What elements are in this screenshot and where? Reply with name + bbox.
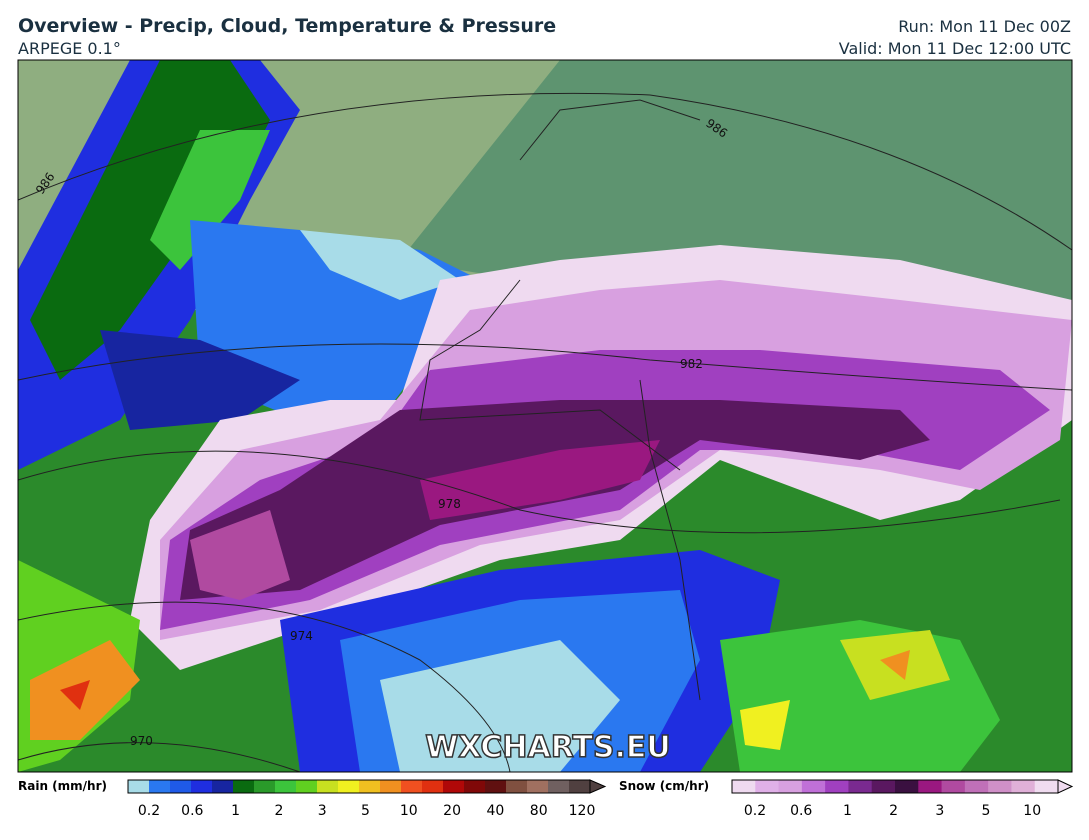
colorbar-segment	[380, 780, 402, 793]
colorbar-tick-label: 20	[443, 803, 461, 819]
colorbar-segment	[443, 780, 465, 793]
colorbar-segment	[485, 780, 507, 793]
colorbar-segment	[895, 780, 919, 793]
colorbar-segment	[296, 780, 318, 793]
colorbar-tick-label: 1	[843, 803, 852, 819]
colorbar-segment	[506, 780, 528, 793]
colorbar-segment	[464, 780, 486, 793]
colorbar-tick-label: 120	[569, 803, 596, 819]
map-frame	[17, 59, 1073, 773]
colorbar-segment	[871, 780, 896, 793]
colorbar-segment	[212, 780, 234, 793]
colorbar-segment	[401, 780, 423, 793]
colorbar-segment	[918, 780, 943, 793]
colorbar-tick-label: 3	[935, 803, 944, 819]
isobar-label: 978	[438, 497, 461, 511]
colorbar-segment	[128, 780, 150, 793]
isobar-label: 982	[680, 357, 703, 371]
rain-legend-title: Rain (mm/hr)	[18, 779, 107, 793]
colorbar-segment	[778, 780, 803, 793]
colorbar-tick-label: 40	[486, 803, 504, 819]
colorbar-tick-label: 2	[274, 803, 283, 819]
colorbar-segment	[170, 780, 192, 793]
colorbar-tick-label: 0.6	[790, 803, 812, 819]
colorbar-segment	[317, 780, 339, 793]
colorbar-segment	[1034, 780, 1059, 793]
colorbar-segment	[359, 780, 381, 793]
run: Run: Mon 11 Dec 00Z	[898, 17, 1071, 36]
watermark: WXCHARTS.EU	[425, 730, 671, 765]
colorbar-tick-label: 10	[400, 803, 418, 819]
model: ARPEGE 0.1°	[18, 39, 121, 58]
colorbar-segment	[755, 780, 780, 793]
colorbar-segment	[548, 780, 570, 793]
rain-colorbar: 0.2 0.6 1 2 3 5 10 20 40 80 120	[127, 779, 607, 819]
snow-colorbar: 0.2 0.6 1 2 3 5 10	[731, 779, 1074, 819]
colorbar-segment	[569, 780, 591, 793]
colorbar-segment	[254, 780, 276, 793]
colorbar-segment	[233, 780, 255, 793]
colorbar-arrow	[1057, 779, 1074, 794]
colorbar-arrow	[589, 779, 607, 794]
map: 986 986 982 978 974 970 WXCHARTS.EU	[18, 60, 1072, 772]
colorbar-tick-label: 1	[231, 803, 240, 819]
colorbar-frame	[731, 779, 1059, 794]
colorbar-tick-label: 0.6	[181, 803, 203, 819]
colorbar-tick-label: 0.2	[138, 803, 160, 819]
colorbar-tick-label: 5	[982, 803, 991, 819]
title: Overview - Precip, Cloud, Temperature & …	[18, 15, 556, 37]
colorbar-segment	[422, 780, 444, 793]
colorbar-tick-label: 3	[318, 803, 327, 819]
colorbar-segment	[338, 780, 360, 793]
colorbar-tick-label: 2	[889, 803, 898, 819]
colorbar-tick-label: 80	[530, 803, 548, 819]
colorbar-segment	[732, 780, 756, 793]
colorbar-tick-label: 5	[361, 803, 370, 819]
colorbar-segment	[801, 780, 826, 793]
colorbar-segment	[988, 780, 1012, 793]
valid: Valid: Mon 11 Dec 12:00 UTC	[839, 39, 1071, 58]
colorbar-segment	[149, 780, 171, 793]
colorbar-segment	[1011, 780, 1036, 793]
colorbar-segment	[964, 780, 989, 793]
colorbar-frame	[127, 779, 591, 794]
snow-legend-title: Snow (cm/hr)	[619, 779, 709, 793]
colorbar-segment	[825, 780, 849, 793]
colorbar-segment	[527, 780, 549, 793]
colorbar-tick-label: 10	[1023, 803, 1041, 819]
isobar-label: 970	[130, 734, 153, 748]
colorbar-tick-label: 0.2	[744, 803, 766, 819]
colorbar-segment	[191, 780, 213, 793]
colorbar-segment	[941, 780, 966, 793]
colorbar-segment	[848, 780, 873, 793]
colorbar-segment	[275, 780, 297, 793]
isobar-label: 974	[290, 629, 313, 643]
